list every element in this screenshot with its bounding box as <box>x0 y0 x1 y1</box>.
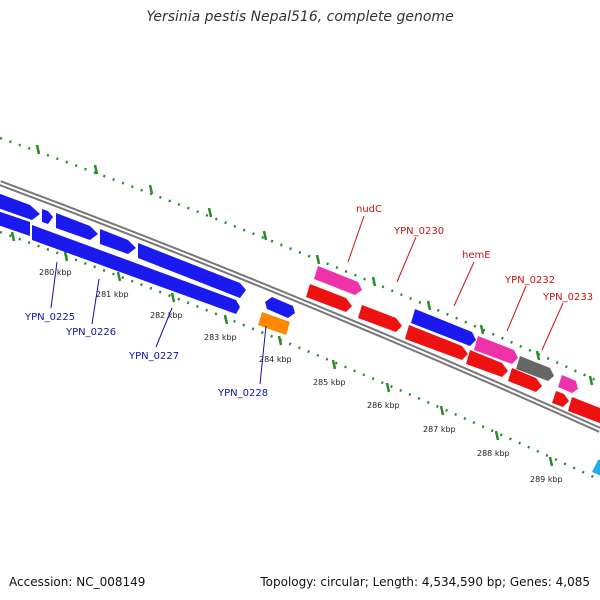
major-tick <box>262 230 268 241</box>
gene-ypn-0224[interactable] <box>42 209 53 224</box>
major-tick <box>439 405 445 416</box>
gene-label-nudc[interactable]: nudC <box>356 204 382 215</box>
reverse-strand-genes <box>0 210 600 478</box>
gene-callout-lines <box>50 215 564 385</box>
gene-label-ypn-0227[interactable]: YPN_0227 <box>128 351 179 362</box>
map-title: Yersinia pestis Nepal516, complete genom… <box>146 9 454 25</box>
gene-red-7[interactable] <box>568 397 600 425</box>
tick-label: 281 kbp <box>96 290 129 299</box>
gene-red-1[interactable] <box>306 284 352 312</box>
gene-ypn-0228[interactable] <box>265 297 295 318</box>
gene-ypn-0223[interactable] <box>0 192 40 220</box>
tick-label: 282 kbp <box>150 311 183 320</box>
gene-nudc[interactable] <box>314 266 362 295</box>
major-tick <box>10 231 16 242</box>
gene-red-6[interactable] <box>552 391 569 407</box>
gene-label-ypn-0226[interactable]: YPN_0226 <box>65 327 116 338</box>
major-tick <box>93 164 99 175</box>
gene-ypn-0225-lower[interactable] <box>0 210 30 236</box>
gene-ypn-0232[interactable] <box>474 336 518 364</box>
gene-label-ypn-0233[interactable]: YPN_0233 <box>542 292 593 303</box>
gene-cyan[interactable] <box>592 458 600 478</box>
major-tick <box>35 144 41 155</box>
tick-label: 288 kbp <box>477 449 510 458</box>
gene-red-3[interactable] <box>405 325 468 360</box>
gene-ypn-0233[interactable] <box>558 375 578 393</box>
tick-label: 286 kbp <box>367 401 400 410</box>
major-tick <box>548 456 554 467</box>
major-tick <box>535 350 541 361</box>
gene-ypn-0225[interactable] <box>56 213 98 240</box>
major-tick <box>371 276 377 287</box>
gene-red-5[interactable] <box>508 368 542 392</box>
major-tick <box>479 324 485 335</box>
major-ticks <box>10 144 594 467</box>
tick-label: 285 kbp <box>313 378 346 387</box>
gene-ypn-0226[interactable] <box>100 229 136 254</box>
major-tick <box>277 335 283 346</box>
gene-label-ypn-0225[interactable]: YPN_0225 <box>24 312 75 323</box>
inner-tick-track <box>0 230 600 482</box>
major-tick <box>315 254 321 265</box>
gene-label-heme[interactable]: hemE <box>462 250 491 261</box>
gene-label-ypn-0230[interactable]: YPN_0230 <box>393 226 444 237</box>
gene-ypn-0233-gray[interactable] <box>516 356 554 381</box>
gene-ypn-0228-orange[interactable] <box>258 312 290 335</box>
gene-label-ypn-0232[interactable]: YPN_0232 <box>504 275 555 286</box>
major-tick <box>148 184 154 195</box>
major-tick <box>385 382 391 393</box>
major-tick <box>116 271 122 282</box>
major-tick <box>426 300 432 311</box>
major-tick <box>494 430 500 441</box>
accession-text: Accession: NC_008149 <box>9 575 146 589</box>
tick-label: 284 kbp <box>259 355 292 364</box>
tick-label: 283 kbp <box>204 333 237 342</box>
gene-ypn-0227-upper[interactable] <box>138 243 246 298</box>
outer-tick-track <box>0 136 600 384</box>
gene-labels: YPN_0225 YPN_0226 YPN_0227 YPN_0228 nudC… <box>24 204 593 399</box>
major-tick <box>63 251 69 262</box>
genome-summary-text: Topology: circular; Length: 4,534,590 bp… <box>260 575 590 589</box>
major-tick <box>588 375 594 386</box>
gene-heme[interactable] <box>411 309 476 346</box>
major-tick <box>207 207 213 218</box>
major-tick <box>170 292 176 303</box>
major-tick <box>331 359 337 370</box>
gene-ypn-0227-lower[interactable] <box>32 225 240 314</box>
gene-red-4[interactable] <box>466 350 508 377</box>
gene-label-ypn-0228[interactable]: YPN_0228 <box>217 388 268 399</box>
tick-label: 289 kbp <box>530 475 563 484</box>
forward-strand-genes <box>0 192 578 393</box>
tick-label: 287 kbp <box>423 425 456 434</box>
major-tick <box>223 314 229 325</box>
genome-backbone <box>0 180 600 433</box>
gene-red-2[interactable] <box>358 305 402 332</box>
